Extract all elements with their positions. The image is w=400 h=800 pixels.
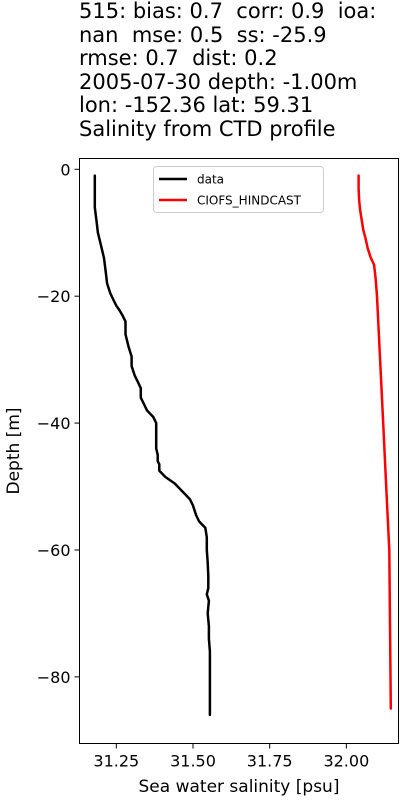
- y-axis-ticks: 0 −20 −40 −60 −80: [37, 160, 80, 687]
- title-line-stats-3: rmse: 0.7 dist: 0.2: [79, 46, 278, 71]
- series-line-data: [93, 174, 212, 717]
- chart-title: 515: bias: 0.7 corr: 0.9 ioa: nan mse: 0…: [79, 0, 399, 142]
- y-tick-label: −60: [37, 541, 71, 560]
- x-tick-label: 32.00: [323, 752, 369, 771]
- title-line-date-depth: 2005-07-30 depth: -1.00m: [79, 69, 358, 94]
- y-axis-label: Depth [m]: [4, 407, 24, 494]
- plot-frame: [79, 158, 399, 744]
- x-axis-ticks: 31.25 31.50 31.75 32.00: [93, 743, 369, 771]
- x-tick-label: 31.50: [170, 752, 216, 771]
- series-layer: [93, 174, 393, 717]
- title-line-description: Salinity from CTD profile: [79, 116, 336, 141]
- legend-box: [153, 166, 324, 213]
- y-tick-label: −40: [37, 414, 71, 433]
- x-axis-label: Sea water salinity [psu]: [139, 777, 340, 797]
- series-line-ciofs-hindcast: [357, 174, 393, 710]
- y-tick-label: −80: [37, 668, 71, 687]
- x-tick-label: 31.25: [93, 752, 139, 771]
- x-tick-label: 31.75: [247, 752, 293, 771]
- legend: data CIOFS_HINDCAST: [153, 166, 324, 213]
- y-tick-label: −20: [37, 287, 71, 306]
- title-line-stats-1: 515: bias: 0.7 corr: 0.9 ioa:: [79, 0, 377, 23]
- y-tick-label: 0: [60, 160, 70, 179]
- legend-label-ciofs-hindcast: CIOFS_HINDCAST: [197, 194, 302, 208]
- title-line-stats-2: nan mse: 0.5 ss: -25.9: [79, 22, 327, 47]
- title-line-location: lon: -152.36 lat: 59.31: [79, 93, 314, 118]
- legend-label-data: data: [197, 173, 224, 187]
